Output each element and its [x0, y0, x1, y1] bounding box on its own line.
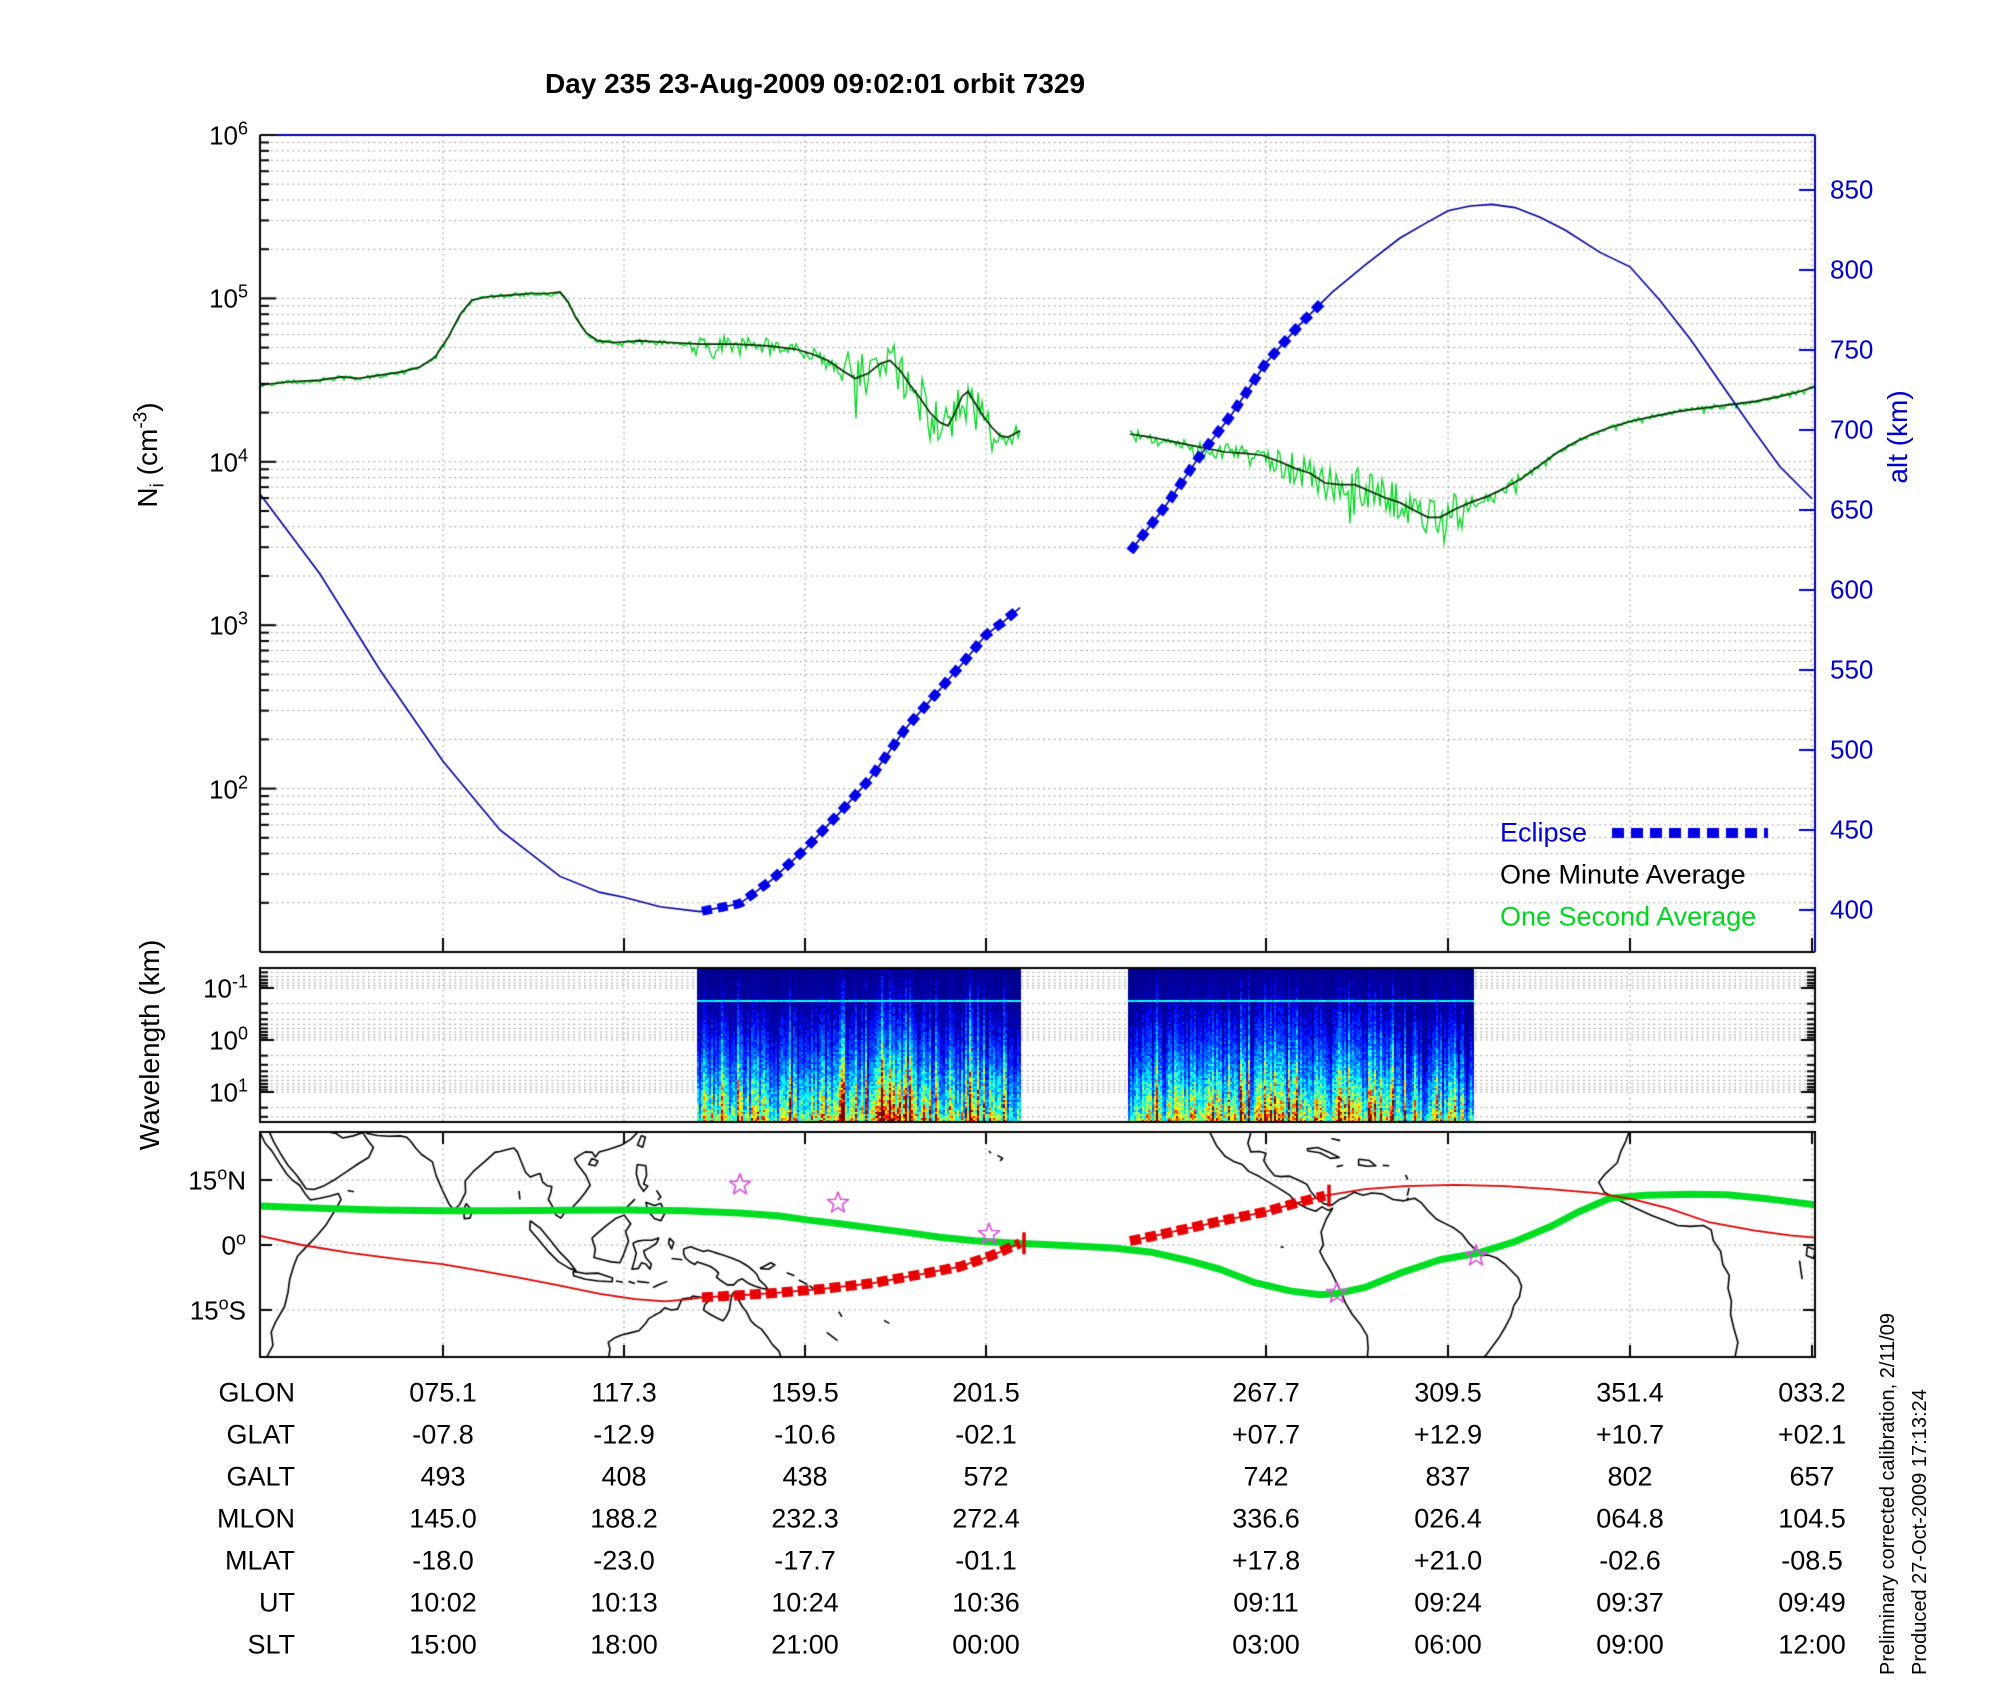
orbit-summary-figure: Day 235 23-Aug-2009 09:02:01 orbit 7329 … — [0, 0, 2000, 1700]
plot-canvas — [0, 0, 2000, 1700]
